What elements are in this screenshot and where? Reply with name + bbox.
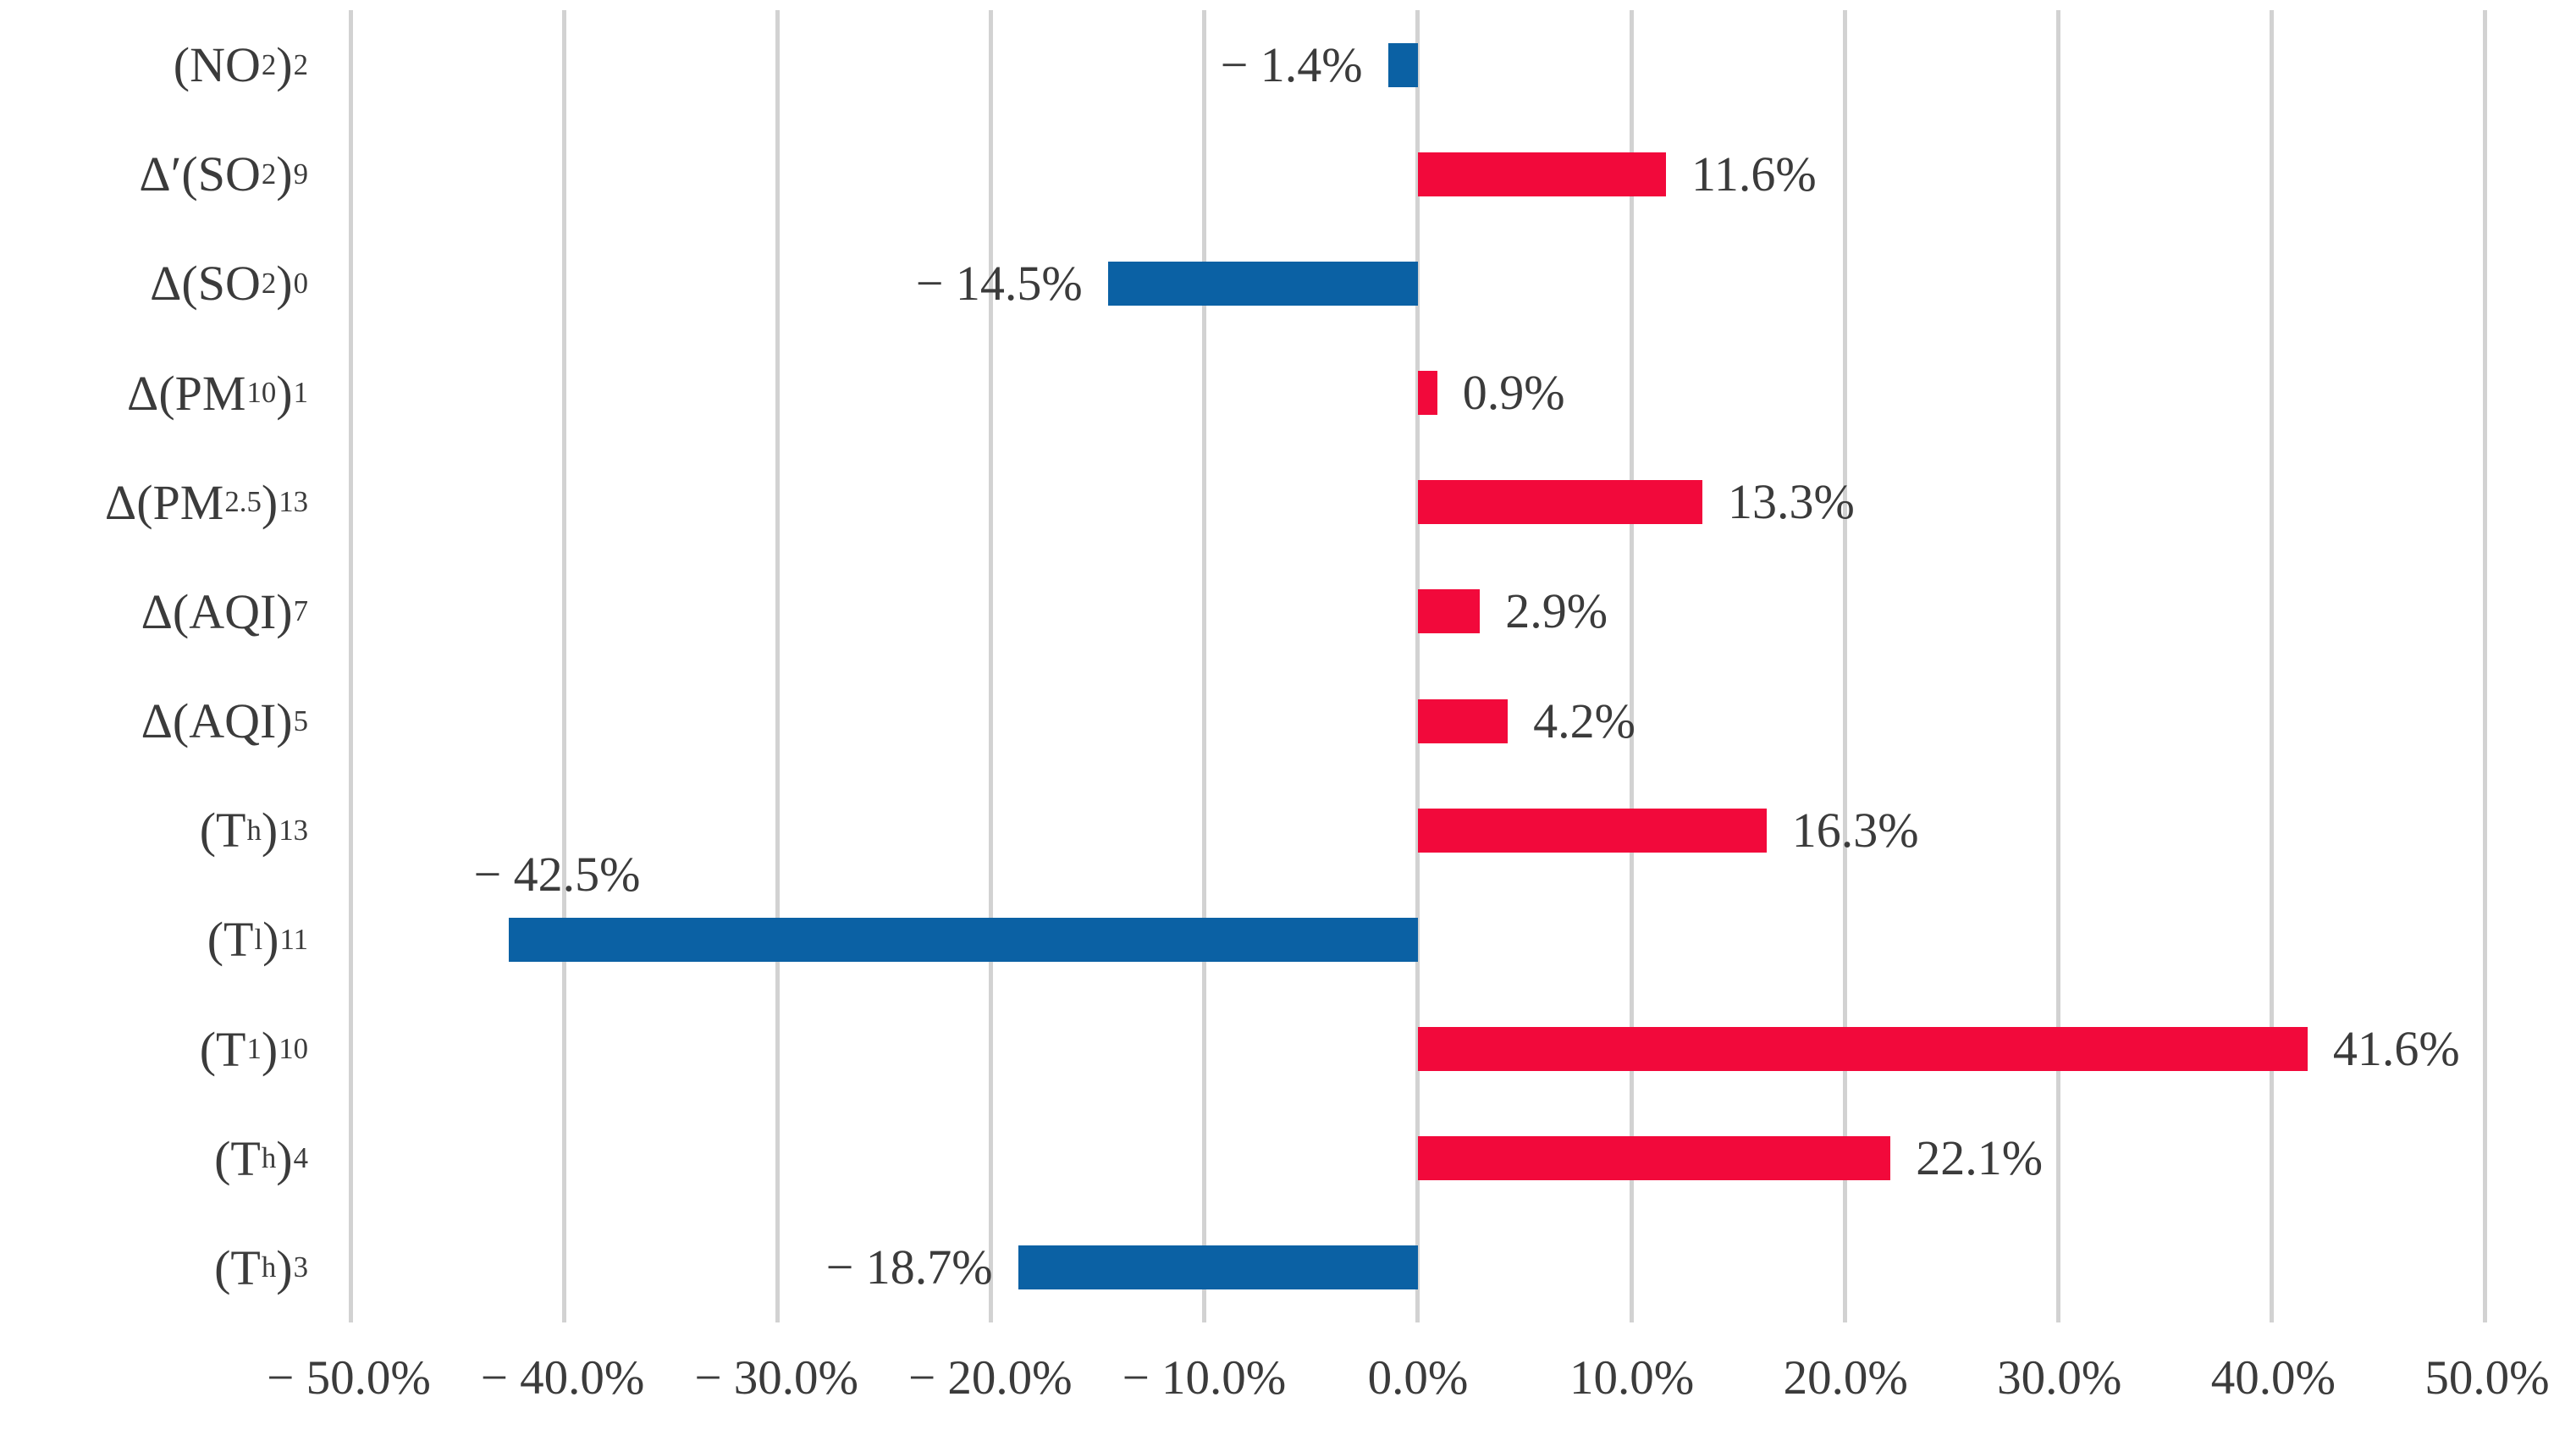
bar-row: 13.3% xyxy=(349,448,2487,557)
bar xyxy=(1418,1136,1891,1181)
gridline xyxy=(2055,10,2270,1322)
value-label: 41.6% xyxy=(2332,1021,2460,1077)
x-axis: − 50.0% − 40.0% − 30.0% − 20.0% − 10.0% … xyxy=(267,1350,2549,1426)
bar-row: 2.9% xyxy=(349,557,2487,666)
value-label: 22.1% xyxy=(1916,1130,2044,1186)
category-label: Δ(AQI) 7 xyxy=(141,583,308,639)
bar xyxy=(1418,480,1702,525)
bar-row: 41.6% xyxy=(349,995,2487,1104)
value-label: 4.2% xyxy=(1533,693,1636,748)
bar xyxy=(1418,152,1667,196)
category-label: Δ(PM 2.5) 13 xyxy=(104,474,308,530)
x-axis-tick-label: − 20.0% xyxy=(907,1351,1073,1405)
gridline xyxy=(1842,10,2056,1322)
gridline xyxy=(2269,10,2483,1322)
value-label: 13.3% xyxy=(1727,474,1855,530)
bar-row: − 42.5% xyxy=(349,847,2487,994)
plot-area: − 1.4% 11.6% − 14.5% 0.9% 13.3% 2.9% 4.2… xyxy=(349,10,2487,1322)
value-label: 2.9% xyxy=(1505,583,1608,639)
category-label: (T h) 13 xyxy=(199,803,308,859)
bar xyxy=(1418,698,1509,743)
value-label: 16.3% xyxy=(1791,802,1919,858)
bar xyxy=(509,917,1418,962)
x-axis-tick-label: 10.0% xyxy=(1569,1351,1695,1405)
bar xyxy=(1418,1027,2308,1072)
category-label: (NO 2) 2 xyxy=(173,37,308,93)
gridlines xyxy=(349,10,2487,1322)
x-axis-tick-label: − 10.0% xyxy=(1122,1351,1287,1405)
bar xyxy=(1418,589,1481,634)
value-label: 11.6% xyxy=(1691,146,1817,202)
gridline xyxy=(989,10,1202,1322)
category-label: (T 1) 10 xyxy=(199,1021,308,1077)
category-label: Δ(AQI) 5 xyxy=(141,693,308,749)
bar-row: 4.2% xyxy=(349,666,2487,776)
bar-row: − 18.7% xyxy=(349,1213,2487,1322)
x-axis-tick-label: 20.0% xyxy=(1783,1351,1908,1405)
gridline xyxy=(775,10,989,1322)
value-label: − 14.5% xyxy=(915,256,1083,312)
bar xyxy=(1018,1245,1418,1290)
bar-row: − 1.4% xyxy=(349,10,2487,119)
x-axis-tick-label: − 30.0% xyxy=(694,1351,859,1405)
x-axis-tick-label: 40.0% xyxy=(2210,1351,2336,1405)
x-axis-tick-label: − 50.0% xyxy=(267,1351,431,1405)
category-label: Δ(PM 10) 1 xyxy=(127,365,308,421)
value-label: − 1.4% xyxy=(1220,36,1363,92)
value-label: − 18.7% xyxy=(825,1239,993,1295)
gridline xyxy=(349,10,562,1322)
x-axis-tick-label: 0.0% xyxy=(1367,1351,1469,1405)
category-label: (T h) 3 xyxy=(214,1239,308,1295)
bar-row: 0.9% xyxy=(349,339,2487,448)
category-label: (T l) 11 xyxy=(207,912,308,968)
x-axis-tick-label: − 40.0% xyxy=(480,1351,645,1405)
bar-row: 16.3% xyxy=(349,776,2487,885)
category-axis: (NO 2) 2 Δ′(SO 2) 9 Δ(SO 2) 0 Δ(PM 10) 1 Δ(PM 2.5… xyxy=(0,10,327,1322)
x-axis-tick-label: 50.0% xyxy=(2424,1351,2550,1405)
gridline xyxy=(1629,10,1843,1322)
bar-row: 22.1% xyxy=(349,1104,2487,1213)
category-label: (T h) 4 xyxy=(214,1130,308,1186)
bar-row: 11.6% xyxy=(349,119,2487,229)
category-label: Δ′(SO 2) 9 xyxy=(139,146,308,202)
bar-rows: − 1.4% 11.6% − 14.5% 0.9% 13.3% 2.9% 4.2… xyxy=(349,10,2487,1322)
category-label: Δ(SO 2) 0 xyxy=(150,256,308,312)
bar xyxy=(1387,42,1418,87)
bar xyxy=(1418,808,1767,853)
bar xyxy=(1107,261,1418,306)
value-label: 0.9% xyxy=(1462,365,1565,421)
gridline xyxy=(562,10,775,1322)
gridline xyxy=(1415,10,1629,1322)
value-label: − 42.5% xyxy=(473,847,641,903)
gridline xyxy=(1202,10,1415,1322)
x-axis-tick-label: 30.0% xyxy=(1997,1351,2122,1405)
bar-row: − 14.5% xyxy=(349,229,2487,338)
bar xyxy=(1418,371,1437,416)
